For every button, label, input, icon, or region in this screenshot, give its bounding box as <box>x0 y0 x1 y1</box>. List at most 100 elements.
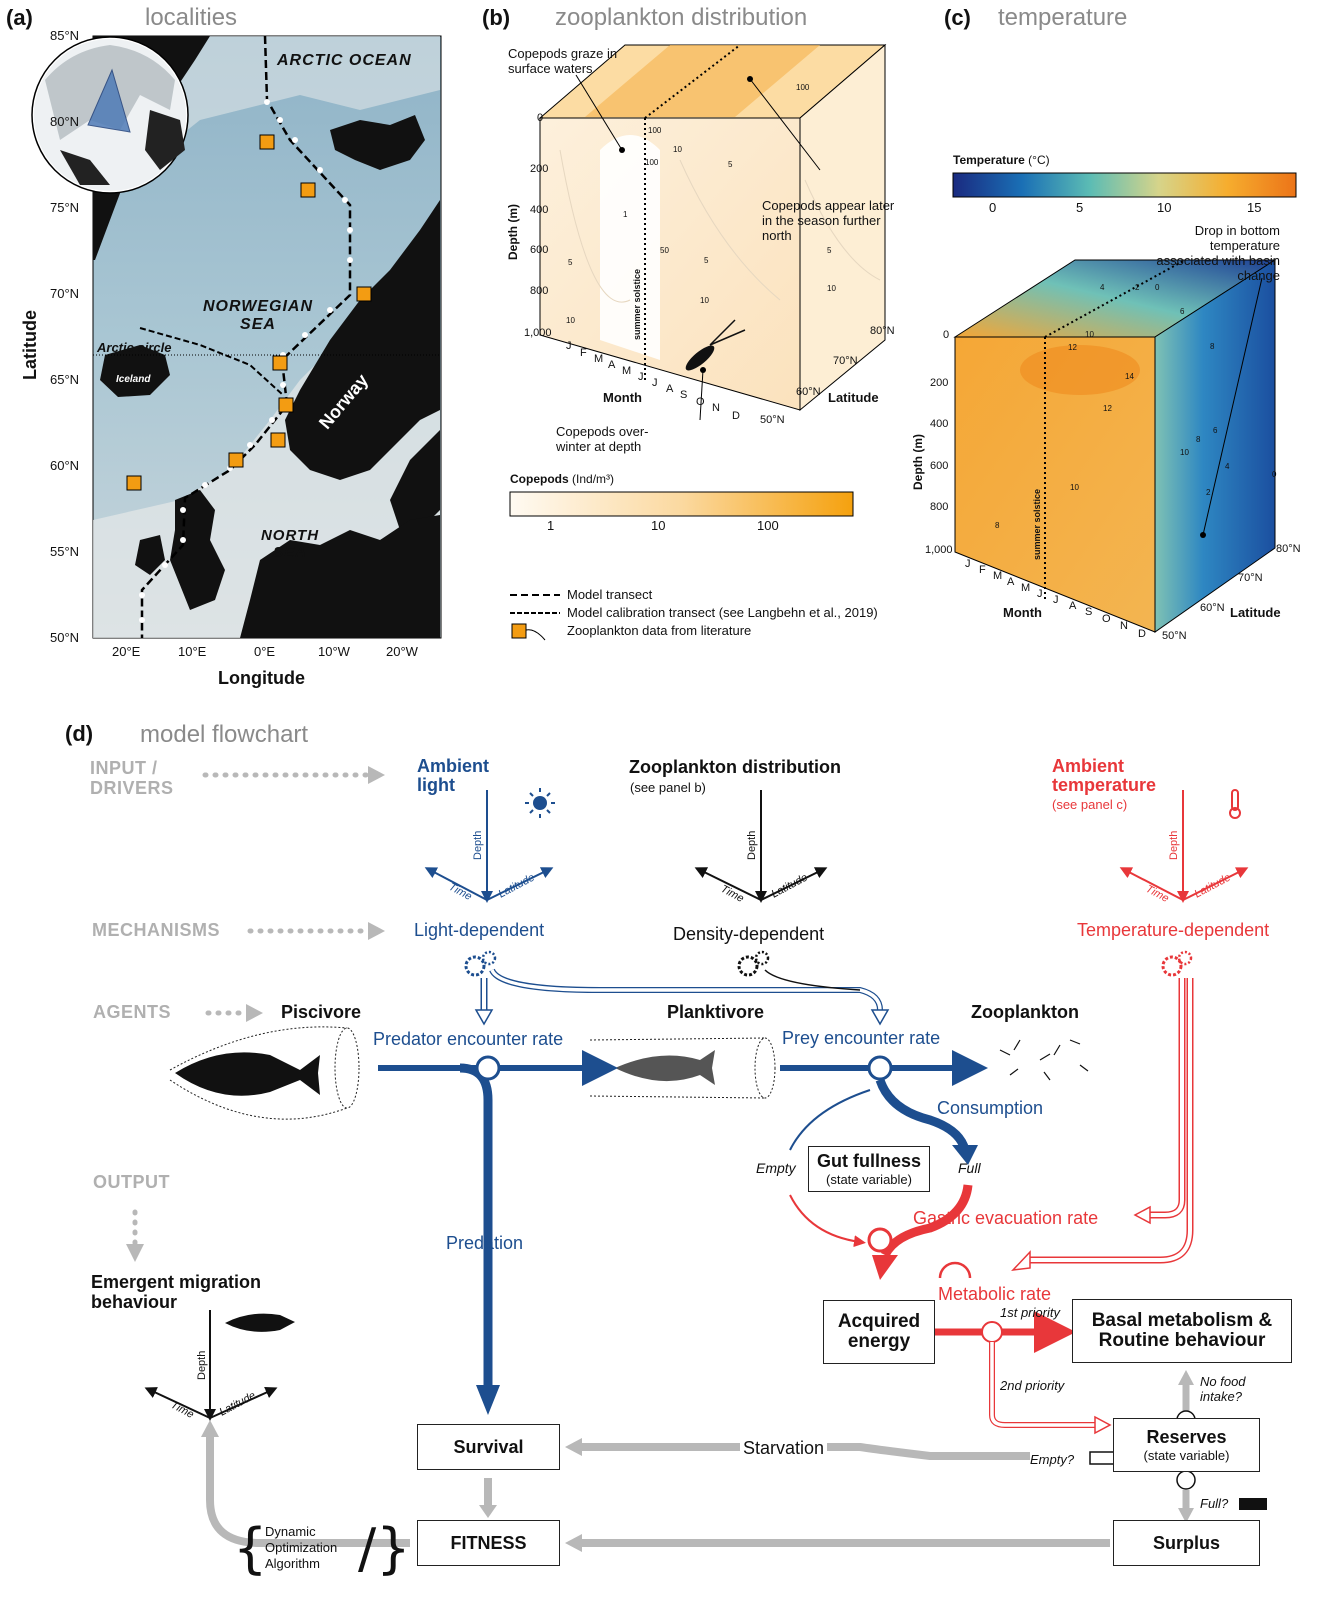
survival-text: Survival <box>453 1436 524 1457</box>
consumption-label: Consumption <box>937 1098 1044 1118</box>
month-tick: J <box>638 371 644 383</box>
zooplankton-label: Zooplankton <box>971 1002 1079 1022</box>
depth-tick: 400 <box>530 204 549 216</box>
lat-tick-c: 70°N <box>1238 572 1263 584</box>
reserves-title: Reserves <box>1146 1427 1227 1447</box>
contour-label: 2 <box>1206 488 1211 497</box>
month-label-c: Month <box>1003 605 1042 620</box>
prey-encounter-rate: Prey encounter rate <box>782 1028 941 1048</box>
contour-label: 12 <box>1103 404 1112 413</box>
month-tick: F <box>979 564 986 576</box>
panel-b-title: zooplankton distribution <box>555 4 808 31</box>
depth-tick: 600 <box>530 244 549 256</box>
month-tick: D <box>732 410 740 422</box>
depth-axis-light: Depth <box>472 830 484 860</box>
data-squares <box>126 134 372 491</box>
panel-d-label: (d) <box>65 721 94 746</box>
lat-tick-b: 70°N <box>833 355 858 367</box>
depth-tick-c: 1,000 <box>925 544 953 556</box>
depth-tick: 800 <box>530 285 549 297</box>
contour-label: 8 <box>1210 342 1215 351</box>
ambient-temp-title: Ambient temperature <box>1052 756 1157 795</box>
contour-label: 100 <box>645 158 659 167</box>
acquired-energy-box: Acquired energy <box>823 1300 935 1364</box>
solstice-label-c: summer solstice <box>1032 488 1042 560</box>
lon-tick: 10°E <box>178 644 207 659</box>
contour-label: 5 <box>568 258 573 267</box>
ambient-temp-sub: (see panel c) <box>1052 797 1128 812</box>
lat-tick-b: 60°N <box>796 386 821 398</box>
month-tick: M <box>1021 582 1031 594</box>
latitude-label: Latitude <box>20 310 40 380</box>
contour-label: 12 <box>1068 343 1077 352</box>
contour-label: 4 <box>1225 462 1230 471</box>
lat-tick: 60°N <box>50 458 80 473</box>
month-label: Month <box>603 390 642 405</box>
row-mechanisms: MECHANISMS <box>92 920 221 940</box>
depth-axis-zoo: Depth <box>746 830 758 860</box>
month-tick: S <box>1085 606 1093 618</box>
contour-label: 8 <box>995 521 1000 530</box>
svg-text:{: { <box>233 1517 267 1580</box>
depth-tick-c: 600 <box>930 460 949 472</box>
annotation-later: Copepods appear later in the season furt… <box>762 198 895 243</box>
month-tick: J <box>652 377 658 389</box>
solstice-label: summer solstice <box>632 268 642 340</box>
month-tick: S <box>680 389 688 401</box>
depth-label: Depth (m) <box>506 204 520 260</box>
lon-tick: 20°E <box>112 644 141 659</box>
arctic-circle-label: Arctic circle <box>97 340 172 355</box>
cbar-tick: 1 <box>547 518 555 533</box>
no-food-intake: No food intake? <box>1200 1374 1246 1404</box>
contour-label: 10 <box>700 296 709 305</box>
lat-tick: 55°N <box>50 544 80 559</box>
depth-tick-c: 0 <box>943 329 950 341</box>
contour-label: 8 <box>1196 435 1201 444</box>
month-tick: M <box>622 365 632 377</box>
cube-c <box>952 172 1297 633</box>
month-tick: A <box>1069 600 1077 612</box>
planktivore-label: Planktivore <box>667 1002 765 1022</box>
contour-label: 100 <box>796 83 810 92</box>
temp-tick: 15 <box>1247 200 1262 215</box>
zoo-distribution-title: Zooplankton distribution <box>629 757 841 777</box>
fitness-text: FITNESS <box>450 1532 527 1553</box>
gut-fullness-sub: (state variable) <box>826 1172 912 1187</box>
temperature-dependent: Temperature-dependent <box>1077 920 1270 940</box>
month-tick: M <box>993 570 1003 582</box>
predation-label: Predation <box>446 1233 524 1253</box>
temp-tick: 10 <box>1157 200 1172 215</box>
contour-label: 10 <box>1070 483 1079 492</box>
basal-metabolism-box: Basal metabolism & Routine behaviour <box>1072 1299 1292 1363</box>
basal-line2: Routine behaviour <box>1098 1330 1266 1351</box>
lat-tick-c: 50°N <box>1162 630 1187 642</box>
contour-label: 10 <box>566 316 575 325</box>
lon-tick: 10°W <box>318 644 350 659</box>
second-priority: 2nd priority <box>1000 1378 1065 1393</box>
lat-tick: 85°N <box>50 28 80 43</box>
lat-tick: 50°N <box>50 630 80 645</box>
reserves-sub: (state variable) <box>1143 1448 1230 1463</box>
contour-label: 0 <box>1272 470 1277 479</box>
lat-tick: 80°N <box>50 114 80 129</box>
contour-label: 4 <box>1100 283 1105 292</box>
panel-b-label: (b) <box>482 5 511 30</box>
acquired-energy-line1: Acquired <box>837 1311 921 1332</box>
predator-encounter-rate: Predator encounter rate <box>373 1029 564 1049</box>
contour-label: 6 <box>1180 307 1185 316</box>
density-dependent: Density-dependent <box>673 924 825 944</box>
contour-label: 0 <box>1155 283 1160 292</box>
contour-label: 10 <box>827 284 836 293</box>
month-tick: D <box>1138 628 1146 640</box>
cbar-tick: 100 <box>757 518 779 533</box>
annotation-graze: Copepods graze in surface waters <box>508 46 618 76</box>
panel-c-title: temperature <box>998 4 1128 31</box>
panel-d-title: model flowchart <box>140 721 309 748</box>
surplus-box: Surplus <box>1113 1520 1260 1566</box>
map-frame <box>31 35 442 639</box>
zoo-distribution-sub: (see panel b) <box>630 780 706 795</box>
depth-tick-c: 200 <box>930 377 949 389</box>
reserves-box: Reserves (state variable) <box>1113 1418 1260 1472</box>
iceland-label: Iceland <box>116 374 151 385</box>
